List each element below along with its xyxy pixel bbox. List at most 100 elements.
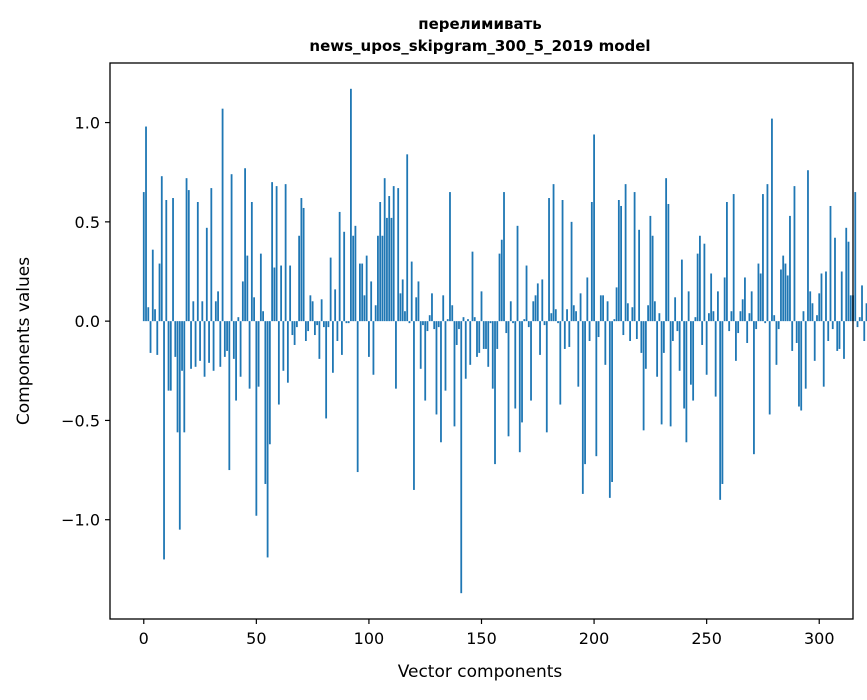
y-axis-label: Components values: [14, 257, 34, 425]
bar-144: [467, 319, 469, 322]
bar-155: [491, 321, 494, 389]
bar-79: [320, 299, 323, 322]
bar-189: [568, 321, 571, 347]
bar-22: [192, 301, 195, 322]
bar-157: [496, 321, 499, 349]
bar-76: [313, 321, 316, 336]
bar-304: [827, 321, 830, 341]
bar-313: [847, 241, 850, 322]
bar-165: [514, 321, 517, 409]
bar-201: [595, 321, 598, 457]
x-tick-label: 100: [354, 629, 385, 648]
bar-6: [156, 321, 159, 355]
bar-198: [588, 321, 591, 341]
bar-239: [680, 259, 683, 322]
bar-222: [642, 321, 645, 431]
bar-85: [334, 289, 337, 322]
bar-46: [246, 255, 249, 322]
bar-61: [280, 265, 283, 322]
bar-248: [701, 321, 704, 345]
bar-296: [809, 291, 812, 322]
bar-273: [757, 263, 760, 322]
bar-254: [714, 321, 717, 397]
bar-280: [773, 315, 776, 322]
bar-260: [728, 321, 731, 332]
bar-82: [327, 321, 330, 328]
bar-169: [523, 319, 526, 322]
bar-120: [413, 321, 415, 490]
bar-7: [158, 263, 161, 322]
x-tick-label: 250: [691, 629, 722, 648]
bar-218: [633, 192, 636, 322]
bar-149: [478, 321, 481, 353]
bar-246: [696, 253, 699, 322]
bar-256: [719, 321, 722, 500]
bar-244: [692, 321, 695, 401]
y-axis-ticks: −1.0 −0.5 0.0 0.5 1.0: [61, 114, 110, 530]
bar-231: [662, 321, 665, 353]
bar-230: [660, 321, 663, 425]
bar-158: [498, 253, 501, 322]
bar-308: [836, 321, 839, 351]
bar-129: [433, 321, 436, 330]
x-tick-label: 200: [579, 629, 610, 648]
bar-303: [825, 271, 827, 322]
bar-292: [800, 321, 803, 411]
bar-99: [365, 255, 368, 322]
bar-2: [147, 307, 150, 322]
bar-267: [744, 277, 746, 322]
bar-170: [525, 265, 528, 322]
bar-53: [262, 311, 264, 322]
bar-255: [717, 291, 719, 322]
bar-214: [624, 184, 627, 322]
bar-190: [570, 221, 573, 322]
bar-162: [507, 321, 510, 437]
bar-159: [500, 239, 503, 322]
bar-18: [183, 321, 186, 433]
bar-104: [377, 235, 379, 322]
bar-295: [807, 170, 809, 322]
bar-219: [635, 321, 638, 340]
bar-253: [712, 311, 715, 322]
bar-272: [755, 321, 758, 330]
bar-68: [295, 321, 298, 328]
bar-167: [518, 321, 521, 453]
bar-279: [771, 118, 773, 322]
bar-31: [212, 321, 215, 371]
bar-123: [419, 321, 422, 369]
bar-21: [190, 321, 192, 369]
bar-161: [505, 321, 508, 334]
y-tick-label: −1.0: [61, 511, 100, 530]
bar-271: [753, 321, 755, 455]
bar-58: [273, 267, 276, 322]
bar-65: [289, 265, 292, 322]
bar-287: [789, 215, 791, 322]
chart-title: перелимивать: [418, 15, 542, 33]
bar-186: [561, 200, 564, 322]
bar-84: [332, 321, 334, 373]
bar-96: [359, 263, 361, 322]
bar-93: [352, 235, 355, 322]
bar-87: [338, 211, 341, 322]
bar-3: [149, 321, 152, 353]
bar-44: [241, 281, 244, 322]
bar-102: [372, 321, 375, 375]
bar-138: [453, 321, 456, 427]
bar-54: [264, 321, 267, 484]
bar-24: [196, 202, 199, 322]
bar-141: [460, 321, 463, 594]
bar-14: [174, 321, 177, 357]
bar-71: [302, 207, 305, 322]
bar-25: [199, 321, 201, 361]
bar-12: [169, 321, 172, 391]
bar-209: [613, 319, 616, 322]
bar-139: [455, 321, 458, 345]
bar-257: [721, 321, 724, 484]
bar-103: [374, 305, 377, 322]
bar-147: [473, 317, 476, 322]
bar-179: [545, 321, 548, 433]
bar-16: [178, 321, 181, 530]
bar-316: [854, 192, 857, 322]
